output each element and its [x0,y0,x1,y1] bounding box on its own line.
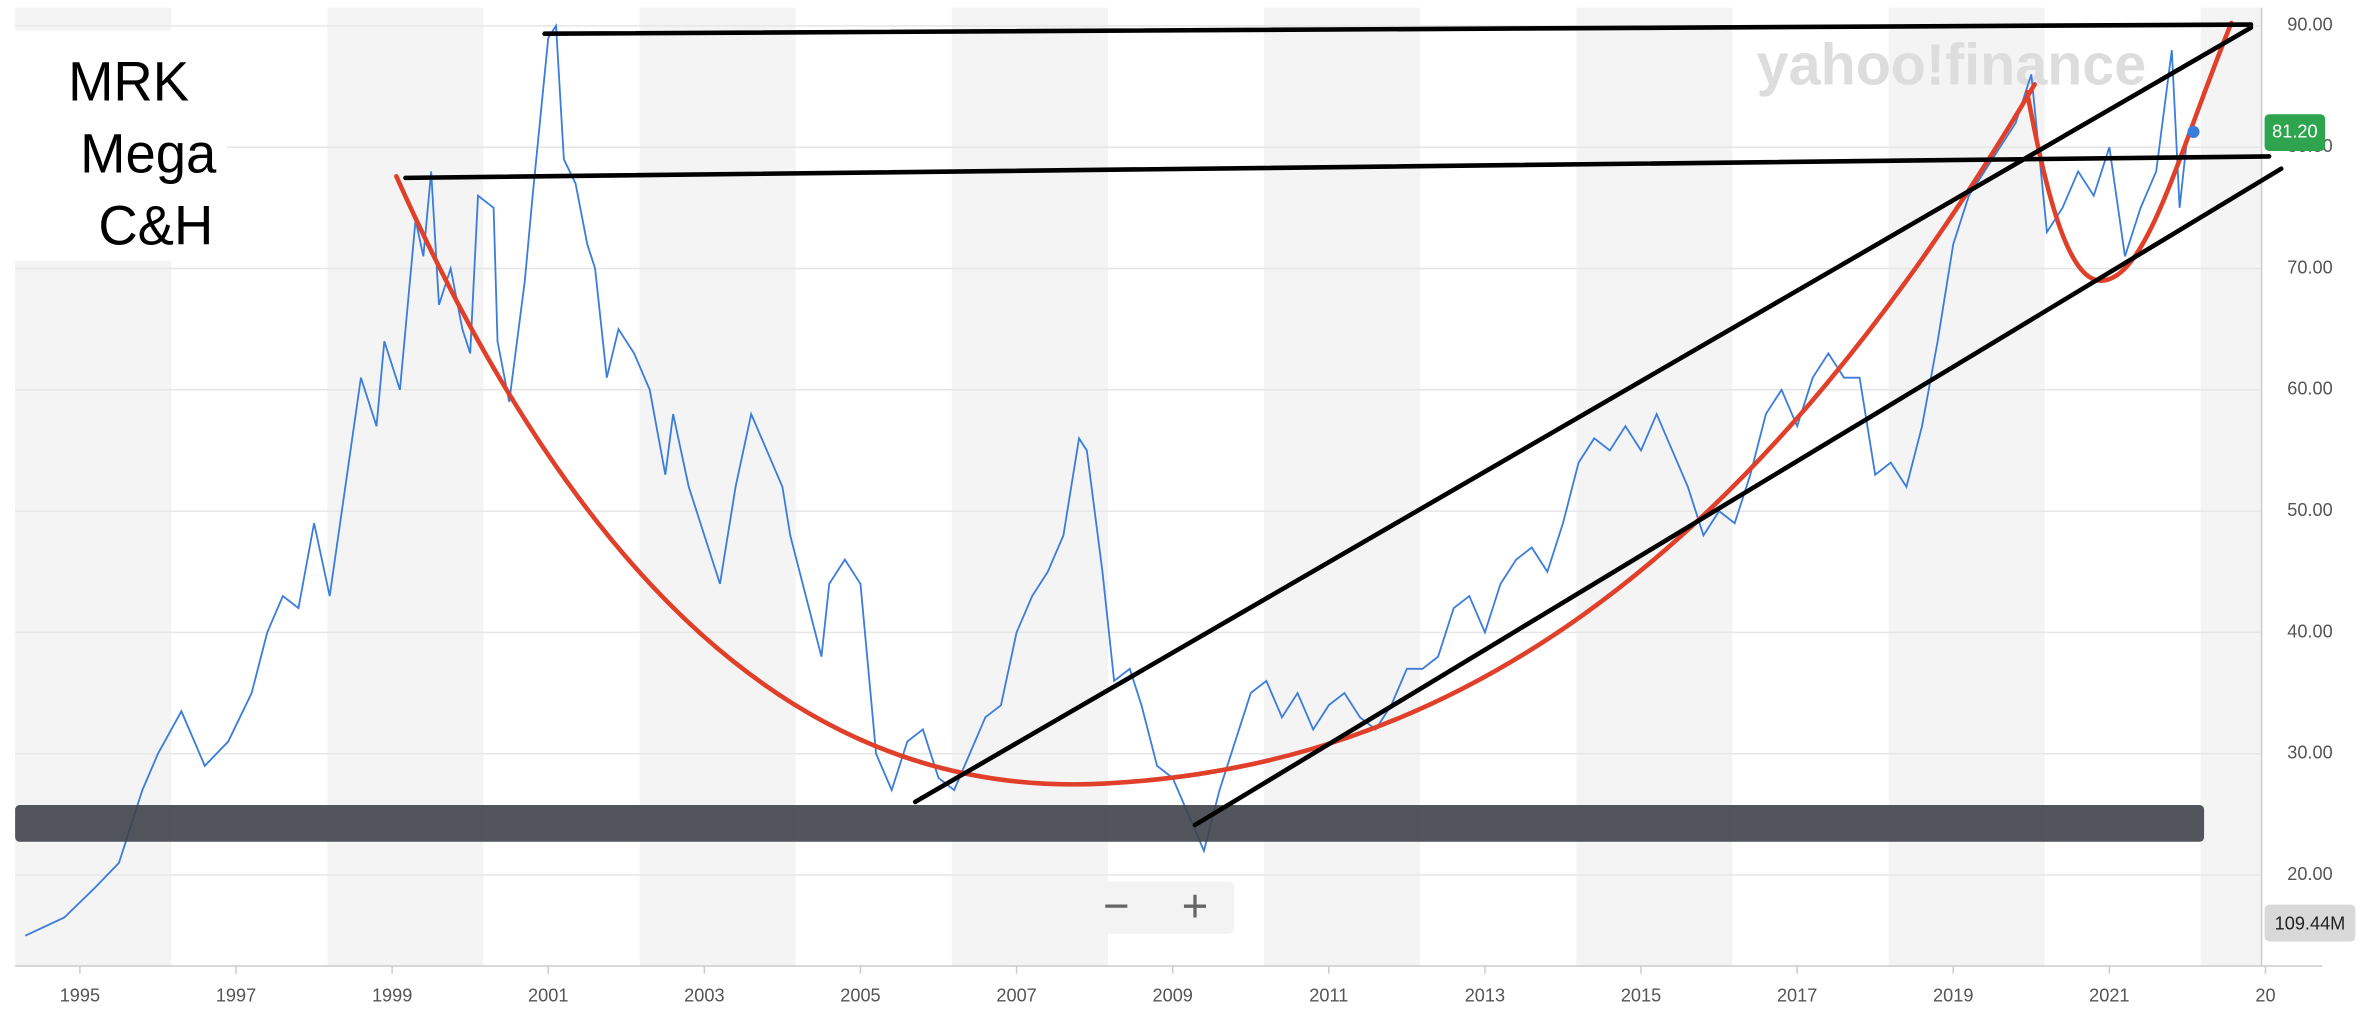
y-tick-label: 60.00 [2287,378,2332,399]
x-tick-label: 2015 [1621,984,1661,1005]
annotation-text: MRK [68,50,189,112]
price-tag [2264,114,2326,152]
x-tick-label: 2019 [1933,984,1973,1005]
price-tag-label: 81.20 [2272,120,2317,141]
x-tick-label: 2009 [1153,984,1193,1005]
watermark: yahoo!finance [1757,33,2147,97]
x-tick-label: 2021 [2089,984,2129,1005]
annotations [394,20,2284,828]
x-tick-label: 1999 [372,984,412,1005]
annotation-text: C&H [98,194,213,256]
x-tick-label: 20 [2255,984,2275,1005]
x-tick-label: 2007 [996,984,1036,1005]
annotation-text: Mega [80,122,217,184]
trend-line [542,22,2254,37]
y-tick-label: 70.00 [2287,256,2332,277]
y-tick-label: 50.00 [2287,499,2332,520]
x-tick-label: 1995 [60,984,100,1005]
trend-line [912,25,2254,805]
zoom-controls[interactable]: − + [1077,880,1235,934]
volume-label: 109.44M [2275,912,2346,933]
x-tick-label: 2013 [1465,984,1505,1005]
y-tick-label: 20.00 [2287,863,2332,884]
overlay-bar [15,805,2205,842]
y-tick-label: 30.00 [2287,741,2332,762]
x-tick-label: 2001 [528,984,568,1005]
x-tick-label: 2003 [684,984,724,1005]
zoom-in[interactable]: + [1182,880,1209,931]
trend-line [1192,166,2284,828]
x-tick-label: 2005 [840,984,880,1005]
trend-line [403,154,2272,181]
volume-tag [2264,904,2356,942]
zoom-box [1077,881,1235,934]
x-tick-label: 2011 [1309,984,1348,1005]
y-tick-label: 90.00 [2287,14,2332,35]
price-line [24,23,2189,937]
label-box [15,30,227,261]
band [2200,7,2262,966]
cup-curve [394,82,2037,787]
last-dot [2187,125,2200,138]
x-tick-label: 2017 [1777,984,1817,1005]
y-tick-label: 40.00 [2287,620,2332,641]
zoom-out[interactable]: − [1103,880,1130,931]
x-tick-label: 1997 [216,984,256,1005]
